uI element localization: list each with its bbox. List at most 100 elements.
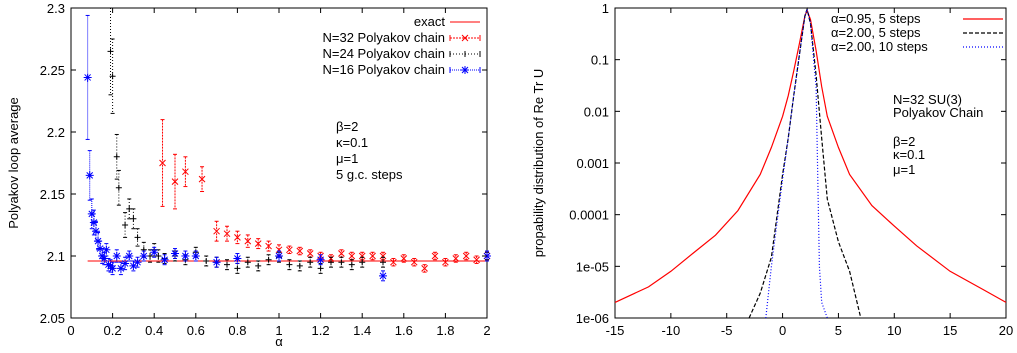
data-point [139,252,148,260]
left-y-axis-label: Polyakov loop average [6,97,21,229]
left-y-tick-label: 2.3 [47,1,65,16]
data-point [348,261,355,268]
data-point [234,265,241,272]
data-point [113,153,120,160]
data-point [255,262,262,269]
data-point [234,234,241,241]
data-point [85,171,94,180]
data-point [348,252,356,260]
data-point [452,255,460,262]
data-point [223,230,231,238]
data-point [115,184,122,191]
left-x-tick-label: 0 [67,323,74,338]
right-y-tick-label: 1 [602,1,609,16]
data-point [390,258,397,266]
data-point [126,205,133,212]
right-annotation: κ=0.1 [893,147,925,162]
data-point [181,252,190,260]
right-y-tick-label: 1e-05 [576,259,609,274]
data-point [410,258,418,266]
data-point [307,259,314,266]
data-point [159,159,166,167]
data-point [129,261,138,270]
right-x-tick-label: 20 [999,323,1013,338]
right-legend-label: α=0.95, 5 steps [831,11,921,26]
data-point [108,264,117,273]
data-point [379,271,387,280]
data-point [296,262,303,269]
data-point [203,257,210,264]
right-y-tick-label: 0.0001 [569,208,609,223]
data-point [296,247,304,255]
data-point [244,237,252,245]
left-x-tick-label: 1.4 [353,323,371,338]
left-x-tick-label: 0.2 [104,323,122,338]
data-point [171,178,179,185]
data-point [275,252,283,260]
right-x-tick-label: 0 [779,323,786,338]
data-point [94,237,103,246]
data-point [109,73,116,80]
right-legend-label: α=2.00, 10 steps [831,39,928,54]
data-point [317,265,324,272]
data-point [338,250,345,257]
right-annotation: N=32 SU(3) [893,92,962,107]
data-point [379,252,387,260]
data-point [102,245,111,254]
data-point [328,259,334,266]
data-point [83,73,92,82]
left-y-tick-label: 2.15 [40,187,65,202]
left-annotation: μ=1 [336,151,358,166]
left-x-tick-label: 1.2 [312,323,330,338]
data-point [100,254,109,263]
legend-marker [461,66,469,74]
right-annotations: N=32 SU(3)Polyakov Chain β=2κ=0.1μ=1 [893,92,983,177]
right-annotation: β=2 [893,134,915,149]
data-point [286,246,293,254]
data-point [155,253,162,259]
left-y-tick-label: 2.25 [40,63,65,78]
data-point [400,255,408,262]
data-point [87,209,96,218]
data-point [369,252,376,260]
data-point [212,258,221,267]
legend-marker [461,34,469,42]
right-y-axis-label: propability distribution of Re Tr U [531,69,546,258]
data-point [160,255,169,264]
data-point [198,175,206,183]
right-x-tick-label: 5 [835,323,842,338]
right-x-tick-label: 10 [887,323,901,338]
data-point [306,250,314,257]
right-y-tick-label: 0.01 [584,104,609,119]
data-point [358,252,366,260]
data-point [133,258,142,267]
left-chart: 0 0.2 0.4 0.6 0.8 1 1.2 1.4 1.6 1.8 2 2.05 2.1 2.15 2.… [6,1,491,349]
data-point [254,240,262,247]
left-y-tick-label: 2.05 [40,311,65,326]
left-x-tick-label: 1 [275,323,282,338]
left-legend-label: N=16 Polyakov chain [323,62,446,77]
data-point [96,244,105,253]
data-point [213,227,220,235]
left-x-tick-label: 0.4 [145,323,163,338]
data-point [121,259,130,268]
data-point [233,254,242,263]
data-point [125,252,134,260]
left-y-tick-label: 2.1 [47,249,65,264]
data-point [286,261,293,268]
left-annotation: β=2 [336,119,358,134]
left-x-tick-label: 0.6 [187,323,205,338]
left-annotation: 5 g.c. steps [336,167,403,182]
series-line [748,6,862,319]
right-annotation: μ=1 [893,162,915,177]
data-point [442,258,449,266]
data-point [421,265,428,272]
data-point [224,261,230,268]
series-line [614,8,1007,303]
right-y-tick-label: 0.1 [591,53,609,68]
right-y-tick-label: 1e-06 [576,311,609,326]
data-point [116,264,125,273]
right-x-tick-label: -15 [606,323,625,338]
right-annotation: Polyakov Chain [893,105,983,120]
